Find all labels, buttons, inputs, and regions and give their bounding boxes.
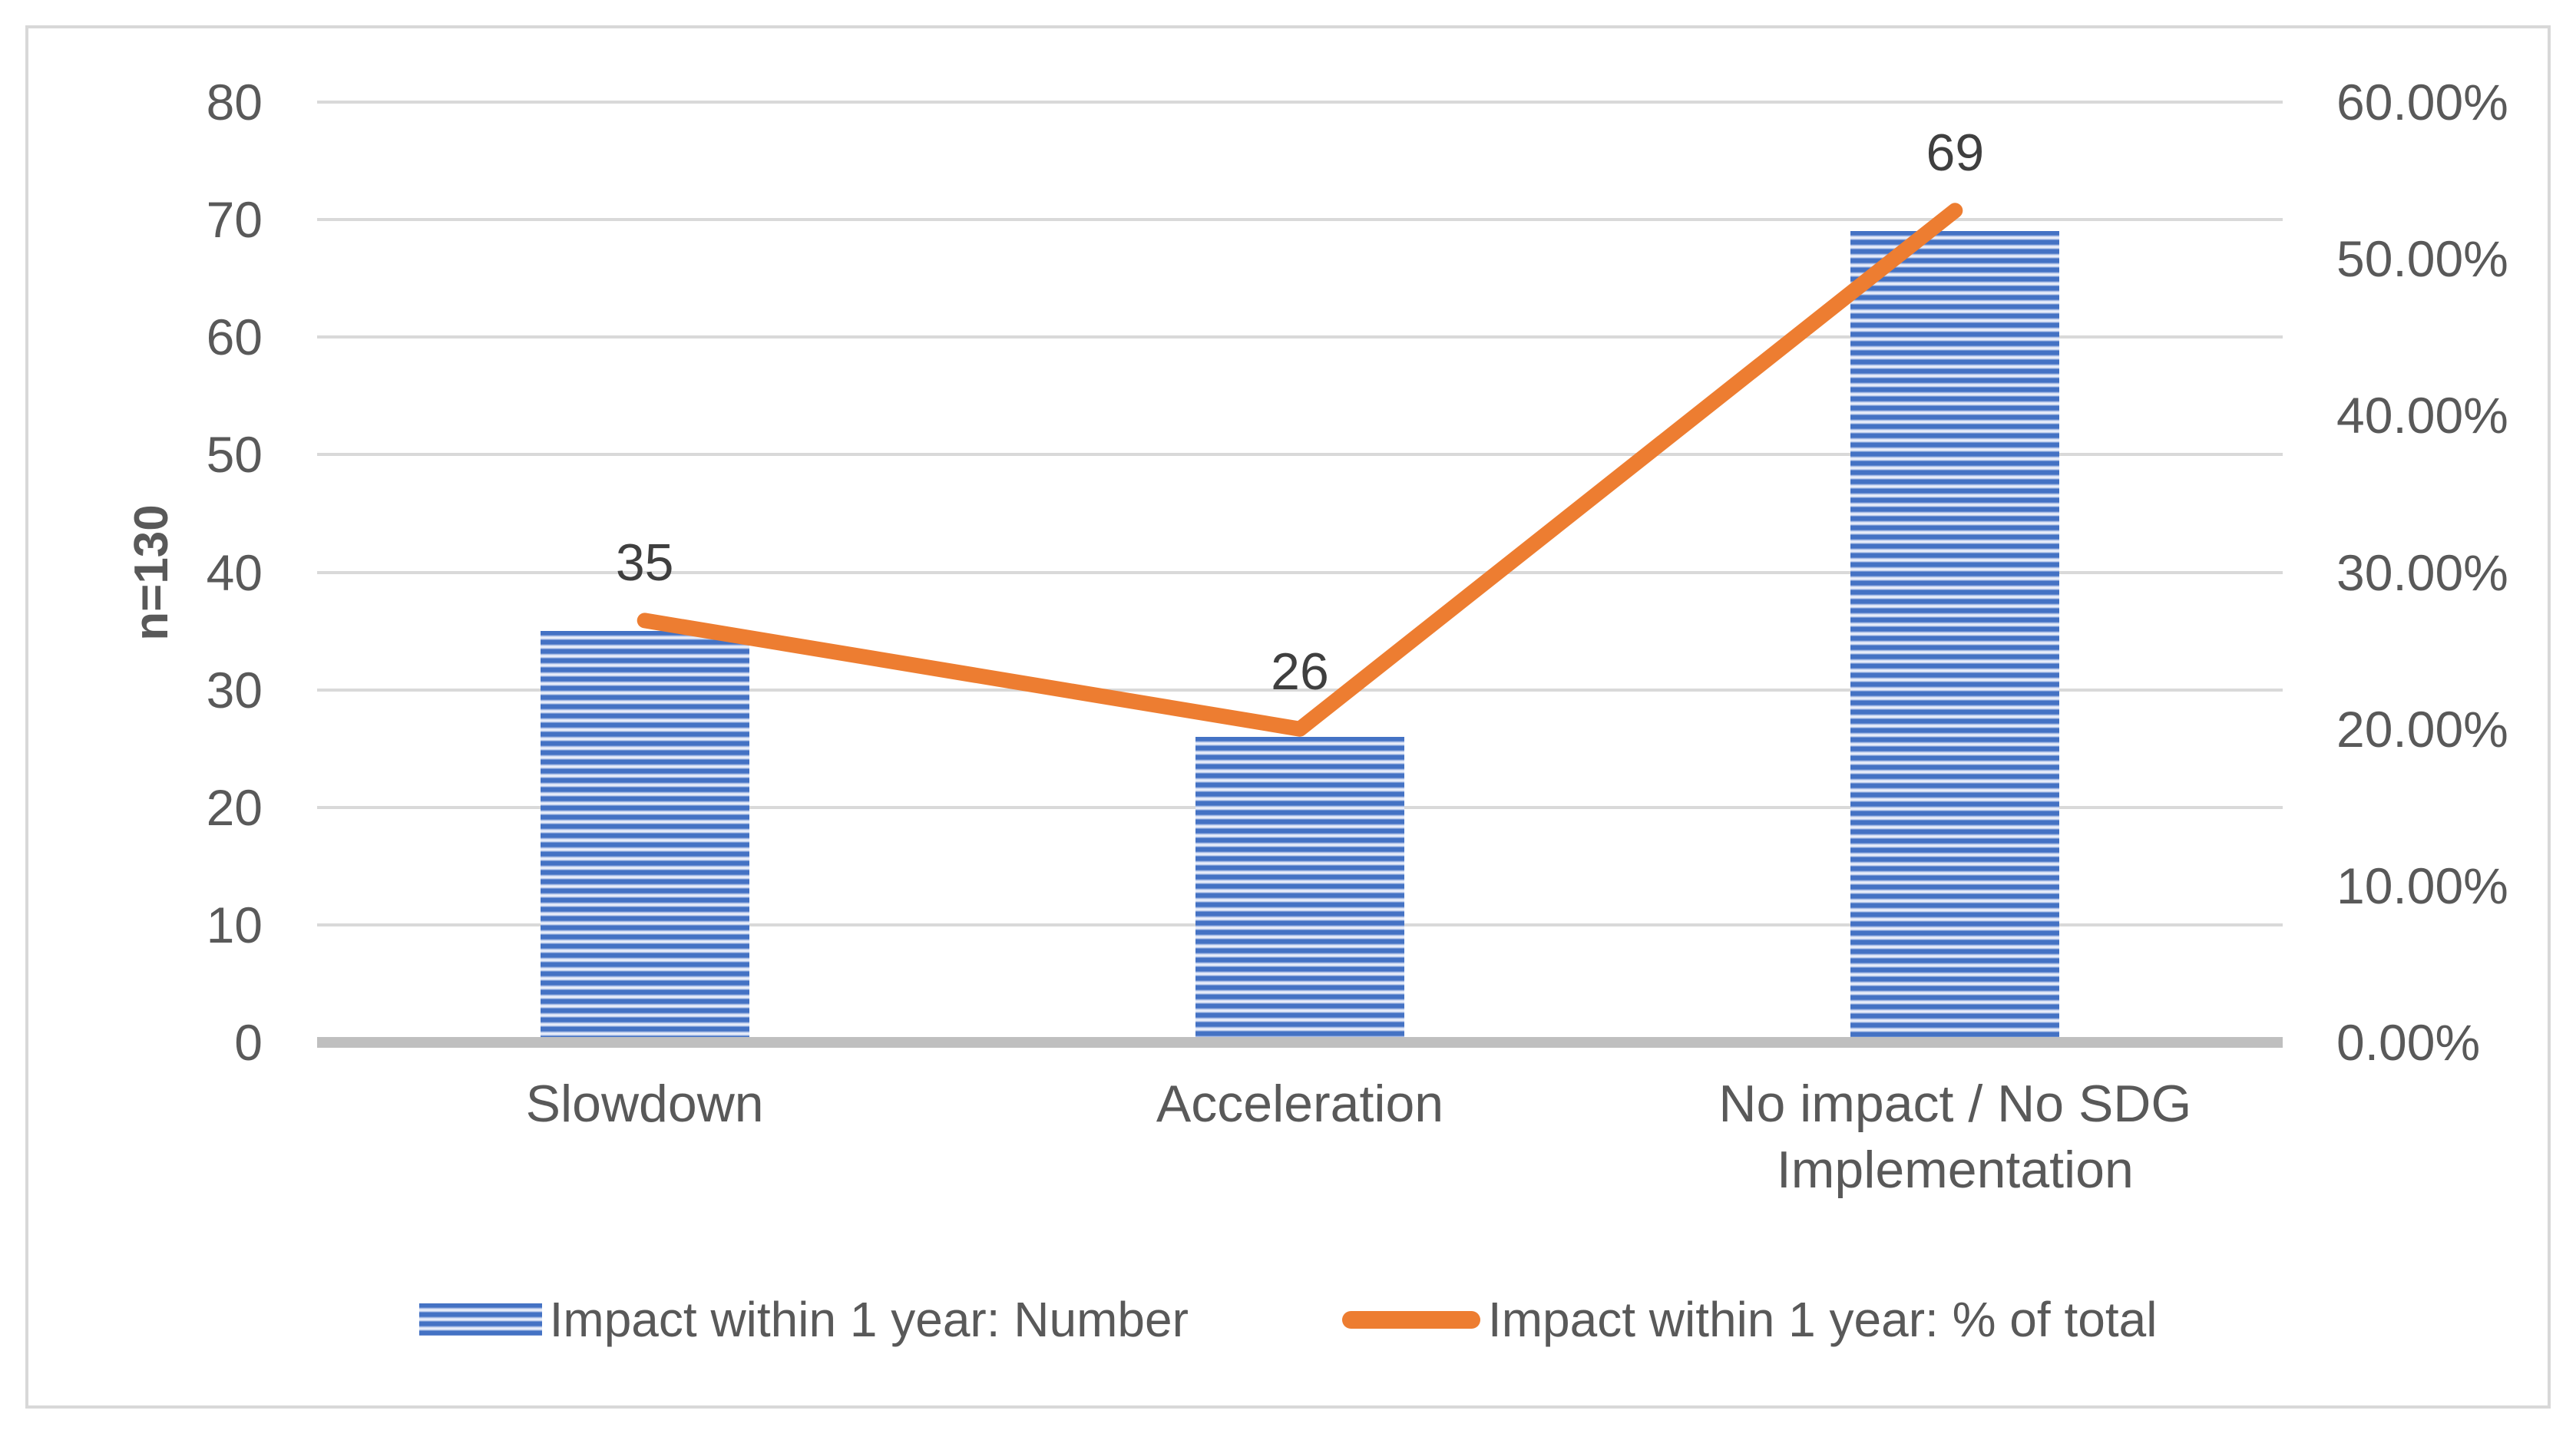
legend-label: Impact within 1 year: % of total xyxy=(1487,1292,2158,1347)
left-axis-tick-label: 50 xyxy=(206,426,263,484)
gridline xyxy=(317,453,2283,457)
right-axis-tick-label: 60.00% xyxy=(2336,74,2508,130)
left-axis-tick-label: 60 xyxy=(206,309,263,366)
chart-frame: n=130 0 10 20 30 40 50 60 70 80 0.00% 10.00% 20.00… xyxy=(25,25,2551,1409)
bar-slowdown xyxy=(540,631,749,1042)
bar-acceleration xyxy=(1195,736,1404,1042)
left-axis-tick-label: 10 xyxy=(206,896,263,953)
right-axis-tick-label: 10.00% xyxy=(2336,857,2508,914)
bar-value-label: 26 xyxy=(1271,642,1329,701)
left-axis-tick-label: 40 xyxy=(206,543,263,601)
left-axis-tick-label: 70 xyxy=(206,191,263,249)
category-label: No impact / No SDG Implementation xyxy=(1718,1075,2192,1199)
x-axis-line xyxy=(317,1037,2283,1048)
gridline xyxy=(317,570,2283,574)
gridline xyxy=(317,101,2283,104)
category-label: Slowdown xyxy=(525,1075,764,1133)
right-axis-tick-label: 40.00% xyxy=(2336,387,2508,444)
plot-area xyxy=(317,101,2283,1048)
legend-entry: Impact within 1 year: % of total xyxy=(1341,1291,2158,1348)
legend-bar-marker-icon xyxy=(418,1303,542,1336)
legend: Impact within 1 year: Number Impact withi… xyxy=(28,1266,2548,1373)
right-axis-tick-label: 20.00% xyxy=(2336,700,2508,758)
right-axis-tick-label: 30.00% xyxy=(2336,543,2508,601)
gridline xyxy=(317,335,2283,339)
bar-value-label: 69 xyxy=(1926,124,1985,183)
left-axis-tick-label: 30 xyxy=(206,661,263,718)
legend-label: Impact within 1 year: Number xyxy=(549,1292,1189,1347)
gridline xyxy=(317,688,2283,692)
bar-no-impact-no-sdg-implementation xyxy=(1850,231,2060,1042)
left-axis-tick-label: 80 xyxy=(206,74,263,130)
gridline xyxy=(317,218,2283,222)
category-label: Acceleration xyxy=(1156,1075,1444,1133)
percent-line xyxy=(637,203,1963,737)
percent-line-series xyxy=(637,203,1963,737)
right-axis-tick-label: 50.00% xyxy=(2336,230,2508,288)
legend-line-marker-icon xyxy=(1341,1310,1480,1329)
legend-entry: Impact within 1 year: Number xyxy=(418,1291,1189,1348)
right-axis-tick-label: 0.00% xyxy=(2336,1014,2481,1071)
left-axis-tick-label: 20 xyxy=(206,778,263,836)
left-axis-tick-label: 0 xyxy=(234,1014,263,1071)
bar-value-label: 35 xyxy=(615,533,674,593)
